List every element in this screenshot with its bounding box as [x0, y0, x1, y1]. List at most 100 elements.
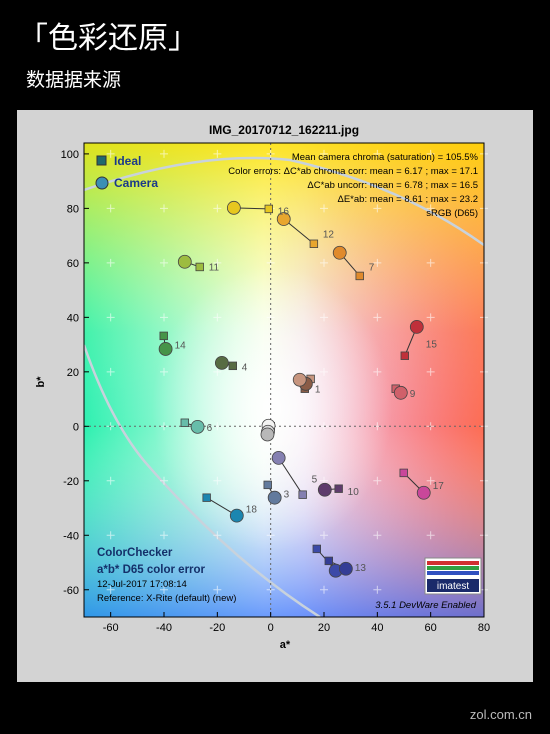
- imatest-logo: imatest: [424, 557, 482, 595]
- camera-point: [317, 482, 332, 497]
- legend-swatch: [96, 155, 107, 166]
- stats-text: Color errors: ΔC*ab chroma corr: mean = …: [228, 166, 478, 177]
- ideal-point: [312, 544, 321, 554]
- grid-cross: [213, 258, 222, 267]
- logo-text: imatest: [437, 581, 469, 592]
- grid-cross: [373, 204, 382, 213]
- patch-label: 5: [312, 474, 318, 485]
- patch-label: 6: [207, 423, 213, 434]
- info-text: a*b* D65 color error: [97, 564, 206, 576]
- x-tick-label: -20: [209, 622, 225, 634]
- ideal-point: [228, 361, 237, 371]
- camera-point: [271, 451, 286, 465]
- info-text: Reference: X-Rite (default) (new): [97, 593, 236, 604]
- grid-cross: [106, 149, 115, 158]
- grid-cross: [426, 149, 435, 158]
- grid-cross: [213, 531, 222, 540]
- x-tick-label: 20: [318, 622, 330, 634]
- grid-cross: [160, 585, 168, 594]
- x-axis-label: a*: [280, 639, 291, 651]
- grid-cross: [320, 531, 328, 540]
- camera-point: [276, 212, 291, 226]
- camera-point: [338, 561, 353, 576]
- patch-label: 13: [355, 563, 367, 574]
- legend-label: Ideal: [114, 154, 141, 168]
- x-tick-label: 60: [425, 622, 437, 634]
- legend-label: Camera: [114, 176, 158, 190]
- grid-cross: [426, 258, 435, 267]
- grid-cross: [320, 258, 328, 267]
- grid-cross: [106, 585, 115, 594]
- grid-cross: [106, 258, 115, 267]
- grid-cross: [106, 313, 115, 322]
- grid-cross: [213, 313, 222, 322]
- patch-label: 11: [209, 262, 220, 273]
- grid-cross: [106, 367, 115, 376]
- grid-cross: [213, 149, 222, 158]
- patch-label: 15: [426, 339, 438, 350]
- grid-cross: [160, 149, 168, 158]
- grid-cross: [213, 367, 222, 376]
- ideal-point: [400, 351, 409, 360]
- logo-stripe: [427, 571, 479, 575]
- grid-cross: [426, 313, 435, 322]
- ideal-point: [399, 468, 408, 478]
- patch-label: 10: [348, 487, 360, 498]
- y-tick-label: 100: [61, 149, 79, 161]
- patch-label: 1: [315, 384, 321, 395]
- error-connector: [278, 457, 304, 495]
- grid-cross: [213, 585, 222, 594]
- patch-label: 9: [410, 389, 416, 400]
- y-tick-label: -20: [63, 476, 79, 488]
- x-tick-label: 40: [371, 622, 383, 634]
- grid-cross: [106, 204, 115, 213]
- camera-point: [226, 200, 241, 215]
- gamut-boundary: [84, 344, 321, 617]
- grid-cross: [160, 258, 168, 267]
- patch-label: 7: [369, 262, 375, 273]
- legend-swatch: [95, 176, 109, 190]
- ideal-point: [202, 493, 211, 502]
- grid-cross: [373, 585, 382, 594]
- logo-band: [427, 579, 479, 592]
- grid-cross: [320, 367, 328, 376]
- y-tick-label: 20: [67, 367, 79, 379]
- grid-cross: [213, 476, 222, 485]
- stats-text: sRGB (D65): [426, 208, 478, 219]
- grid-cross: [373, 367, 382, 376]
- info-text: ColorChecker: [97, 547, 173, 559]
- ideal-point: [324, 556, 333, 566]
- y-tick-label: 40: [67, 312, 79, 324]
- grid-cross: [373, 476, 382, 485]
- y-axis-label: b*: [35, 376, 47, 388]
- ideal-point: [159, 331, 168, 341]
- patch-label: 3: [284, 489, 290, 500]
- x-tick-label: 80: [478, 622, 490, 634]
- ideal-point: [298, 490, 307, 499]
- camera-point: [332, 245, 347, 260]
- stats-text: ΔC*ab uncorr: mean = 6.78 ; max = 16.5: [307, 180, 478, 191]
- grid-cross: [160, 531, 168, 540]
- x-tick-label: -40: [156, 622, 172, 634]
- ideal-point: [264, 204, 273, 214]
- y-tick-label: -40: [63, 530, 79, 542]
- camera-point: [393, 385, 408, 400]
- grid-cross: [160, 476, 168, 485]
- grid-cross: [426, 204, 435, 213]
- ideal-point: [355, 271, 364, 281]
- x-tick-label: -60: [103, 622, 119, 634]
- stats-text: Mean camera chroma (saturation) = 105.5%: [292, 152, 479, 163]
- grid-cross: [160, 367, 168, 376]
- y-tick-label: 0: [73, 421, 79, 433]
- patch-label: 12: [323, 229, 335, 240]
- camera-point: [267, 490, 282, 505]
- grid-cross: [373, 258, 382, 267]
- camera-point: [158, 342, 173, 356]
- watermark: zol.com.cn: [470, 707, 532, 722]
- y-tick-label: 60: [67, 258, 79, 270]
- grid-cross: [106, 476, 115, 485]
- camera-point: [292, 372, 307, 387]
